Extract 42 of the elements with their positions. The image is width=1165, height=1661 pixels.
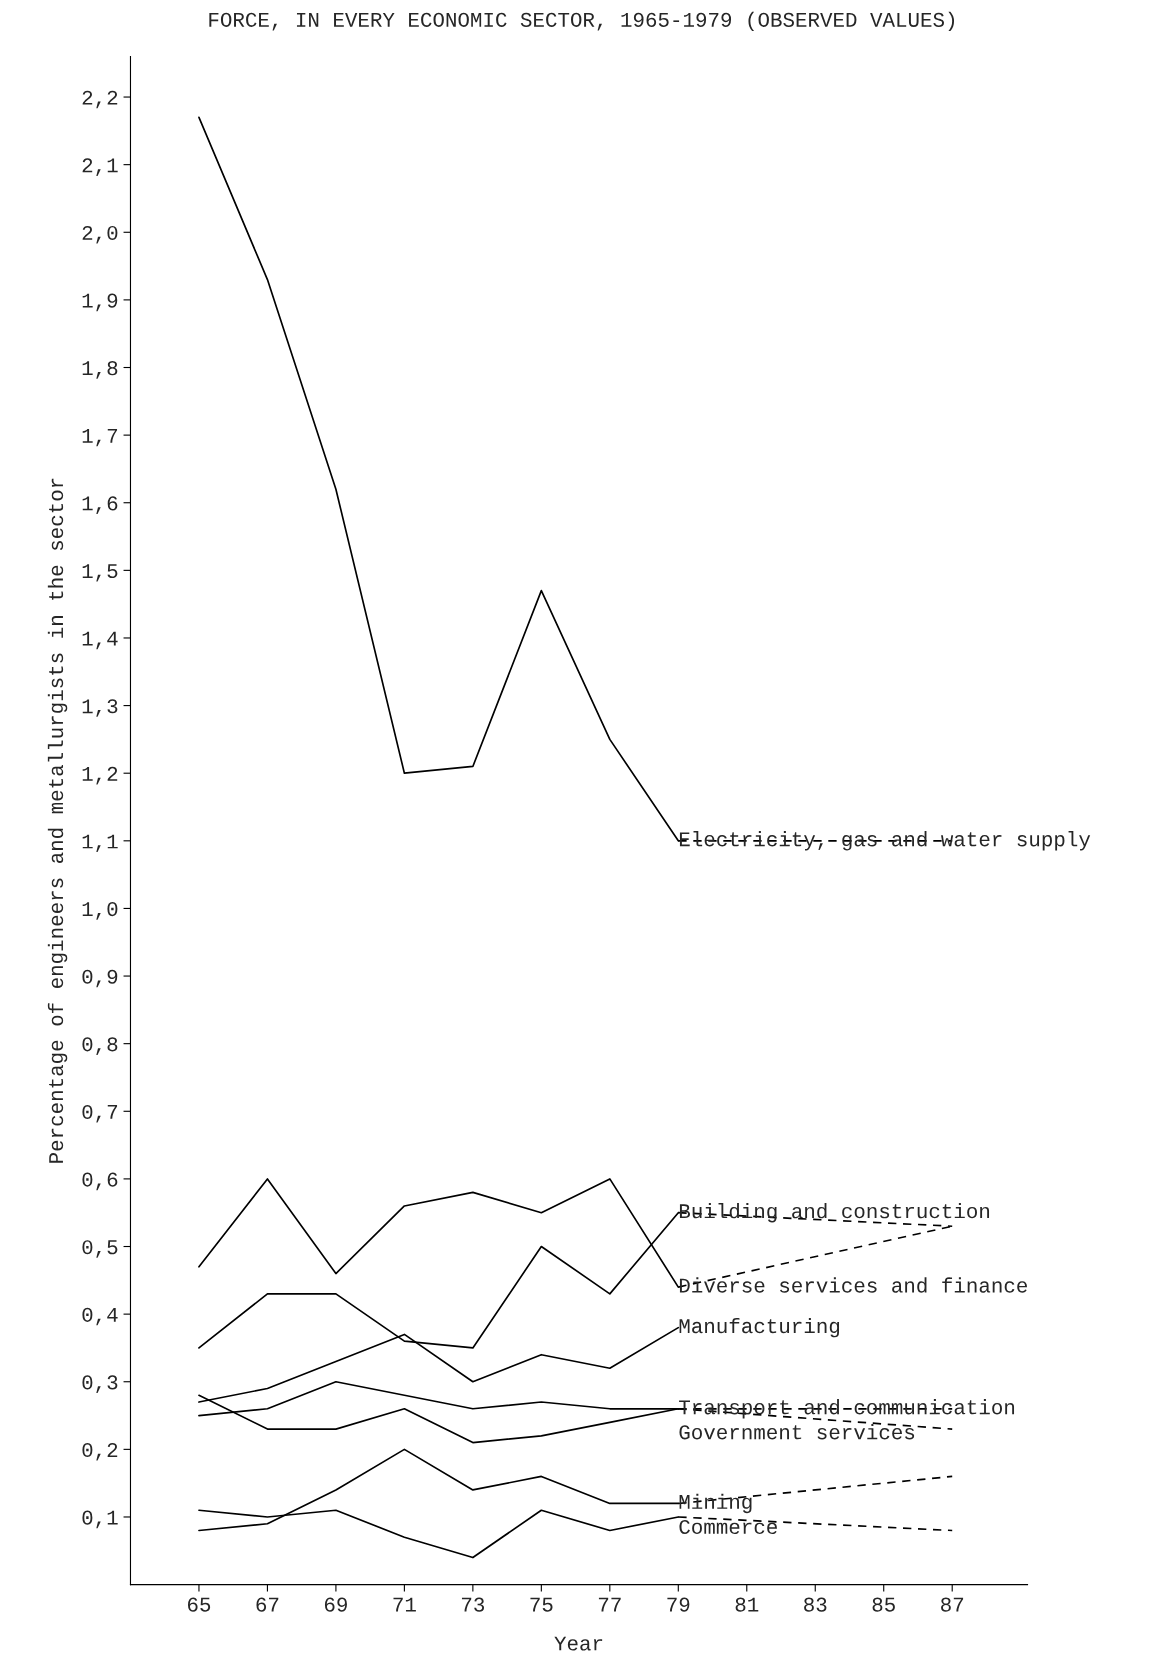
y-tick-label: 1,4 (82, 631, 118, 650)
y-tick-label: 1,3 (82, 699, 118, 717)
x-tick-label: 65 (187, 1597, 211, 1612)
series-label: Government services (679, 1424, 915, 1440)
x-tick-label: 71 (393, 1597, 416, 1612)
y-tick-label: 0,8 (82, 1037, 118, 1055)
y-tick-label: 0,6 (82, 1172, 118, 1191)
y-tick-label: 1,8 (82, 361, 118, 379)
y-axis-title: Percentage of engineers and metallurgists in the sector (47, 478, 68, 1163)
y-tick-label: 0,7 (82, 1104, 118, 1123)
y-tick-label: 0,4 (82, 1307, 118, 1326)
y-tick-label: 0,2 (82, 1442, 118, 1461)
x-tick-label: 75 (530, 1597, 553, 1612)
series-label: Diverse services and finance (679, 1277, 1027, 1293)
y-tick-label: 2,2 (82, 90, 118, 109)
series-label: Manufacturing (679, 1317, 840, 1338)
y-tick-label: 0,9 (82, 969, 118, 988)
x-tick-label: 85 (872, 1597, 895, 1612)
series-label: Mining (679, 1493, 752, 1514)
y-tick-label: 1,2 (82, 766, 118, 785)
x-tick-label: 77 (598, 1597, 621, 1612)
chart-title: FORCE, IN EVERY ECONOMIC SECTOR, 1965-1979 (OBSERVED VALUES) (209, 11, 955, 32)
x-tick-label: 67 (256, 1597, 279, 1612)
y-tick-label: 1,1 (82, 834, 118, 853)
y-tick-label: 2,1 (82, 158, 118, 176)
y-tick-label: 0,1 (82, 1510, 118, 1529)
x-tick-label: 73 (461, 1597, 485, 1612)
y-tick-label: 2,0 (82, 225, 118, 244)
y-tick-label: 1,6 (82, 496, 118, 514)
x-tick-label: 69 (324, 1597, 347, 1612)
y-tick-label: 1,9 (82, 293, 118, 312)
y-tick-label: 1,7 (82, 428, 118, 447)
y-tick-label: 1,0 (82, 902, 118, 920)
x-tick-label: 81 (735, 1597, 759, 1612)
series-label: Commerce (679, 1519, 777, 1535)
x-axis-title: Year (554, 1636, 603, 1651)
x-tick-label: 83 (804, 1597, 827, 1612)
y-tick-label: 0,5 (82, 1240, 118, 1258)
x-tick-label: 79 (667, 1597, 690, 1612)
y-tick-label: 0,3 (82, 1375, 118, 1393)
x-tick-label: 87 (941, 1597, 964, 1612)
y-tick-label: 1,5 (82, 564, 118, 582)
